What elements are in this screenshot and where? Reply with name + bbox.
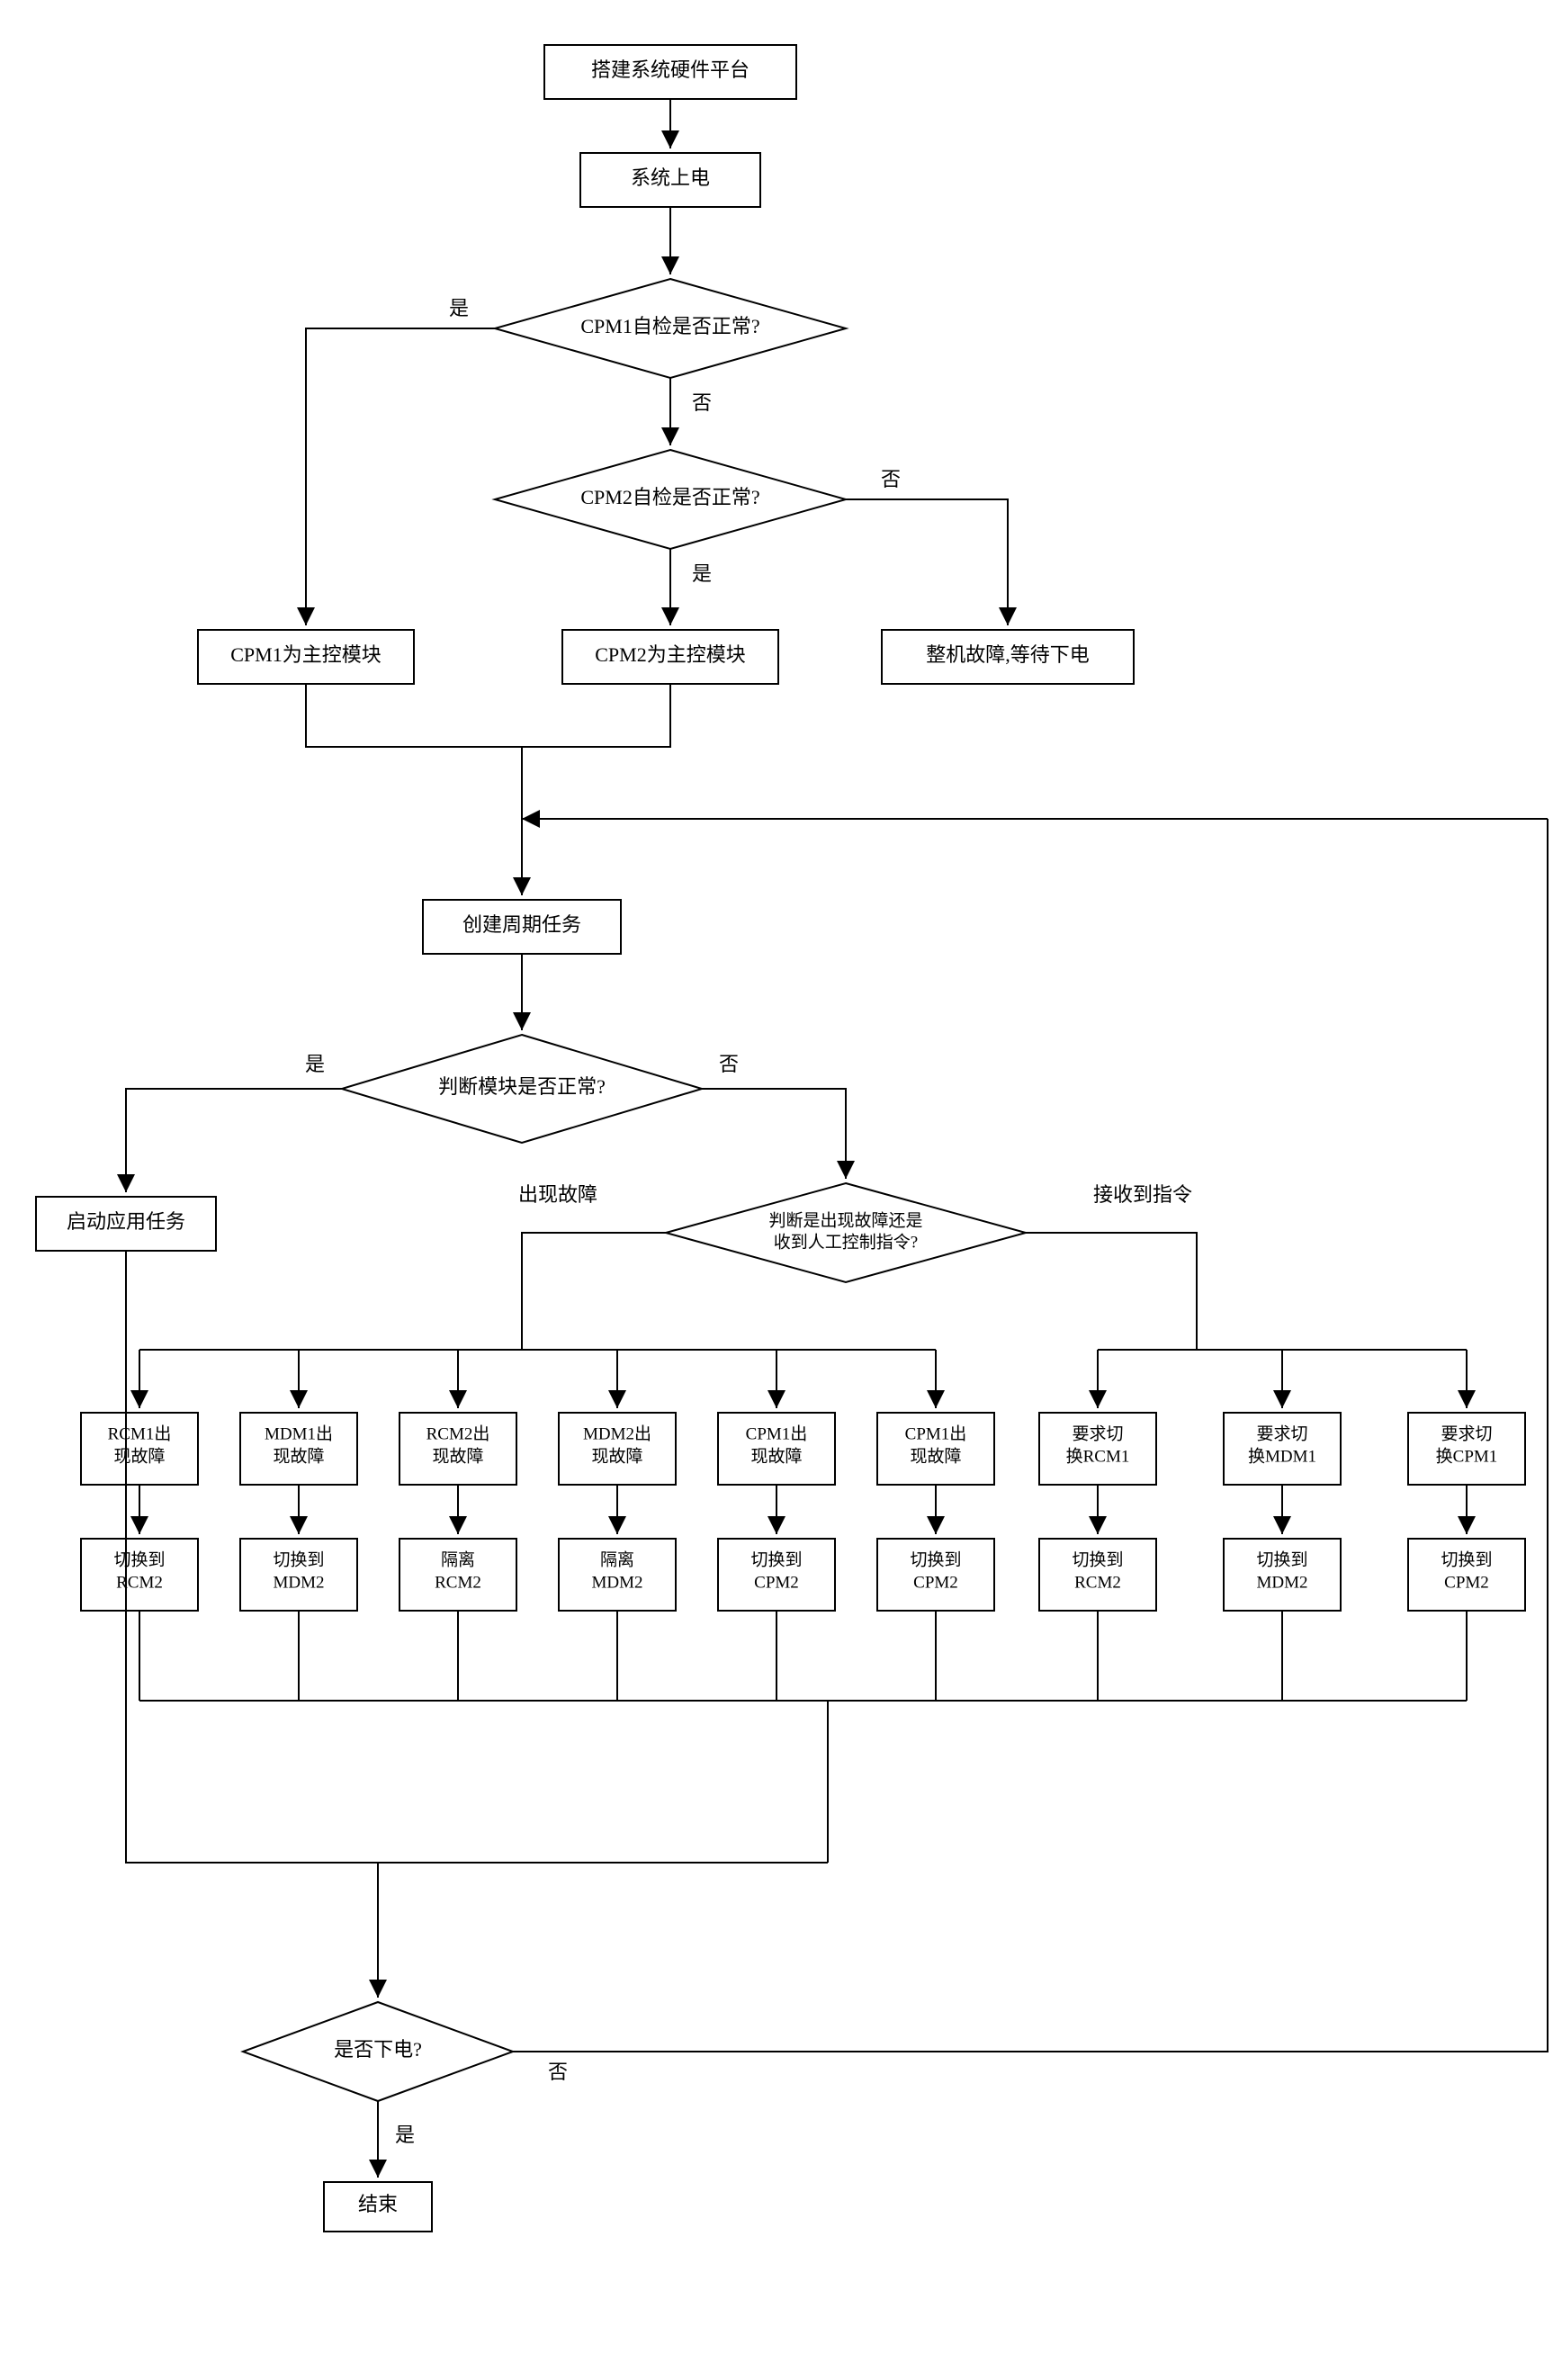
- svg-text:CPM1出: CPM1出: [746, 1424, 808, 1443]
- label-end: 结束: [358, 2193, 398, 2215]
- svg-text:MDM2: MDM2: [273, 1573, 324, 1592]
- svg-text:要求切: 要求切: [1256, 1424, 1307, 1443]
- label-yes3: 是: [305, 1053, 325, 1075]
- svg-text:RCM2: RCM2: [116, 1573, 163, 1592]
- edge: [702, 1089, 846, 1179]
- svg-text:切换到: 切换到: [910, 1549, 961, 1569]
- label-no3: 否: [719, 1053, 739, 1075]
- edge: [1026, 1233, 1197, 1350]
- label-start-app: 启动应用任务: [67, 1210, 185, 1233]
- svg-text:切换到: 切换到: [750, 1549, 802, 1569]
- label-no: 否: [692, 391, 712, 414]
- label-no4: 否: [548, 2061, 568, 2083]
- svg-text:切换到: 切换到: [1256, 1549, 1307, 1569]
- label-no2: 否: [881, 468, 901, 490]
- svg-text:换RCM1: 换RCM1: [1066, 1446, 1130, 1466]
- label-fault: 出现故障: [518, 1183, 597, 1206]
- edge: [306, 328, 495, 625]
- svg-text:切换到: 切换到: [273, 1549, 324, 1569]
- label-create-task: 创建周期任务: [462, 913, 581, 936]
- svg-text:现故障: 现故障: [273, 1446, 324, 1466]
- label-power-off: 是否下电?: [334, 2038, 422, 2061]
- svg-text:RCM2: RCM2: [1074, 1573, 1121, 1592]
- label-power-on: 系统上电: [631, 166, 710, 189]
- svg-text:CPM2: CPM2: [1444, 1573, 1489, 1592]
- svg-text:现故障: 现故障: [750, 1446, 802, 1466]
- svg-text:现故障: 现故障: [591, 1446, 642, 1466]
- label-yes2: 是: [692, 562, 712, 585]
- label-yes4: 是: [395, 2124, 415, 2146]
- label-cpm1-master: CPM1为主控模块: [230, 643, 381, 666]
- edge: [522, 684, 670, 895]
- svg-text:MDM2: MDM2: [591, 1573, 642, 1592]
- label-cpm2-selfcheck: CPM2自检是否正常?: [580, 486, 759, 508]
- svg-text:切换到: 切换到: [1441, 1549, 1492, 1569]
- svg-text:切换到: 切换到: [1072, 1549, 1123, 1569]
- svg-text:隔离: 隔离: [600, 1549, 634, 1569]
- svg-text:现故障: 现故障: [910, 1446, 961, 1466]
- label-module-ok: 判断模块是否正常?: [438, 1075, 606, 1098]
- label-fault-or-cmd-1: 判断是出现故障还是: [768, 1210, 922, 1230]
- label-system-fault: 整机故障,等待下电: [926, 643, 1090, 666]
- svg-text:隔离: 隔离: [441, 1549, 475, 1569]
- fault-boxes: RCM1出现故障 MDM1出现故障 RCM2出现故障 MDM2出现故障 CPM1…: [81, 1413, 1525, 1485]
- edge: [126, 1089, 342, 1192]
- label-cpm1-selfcheck: CPM1自检是否正常?: [580, 315, 759, 337]
- edge: [522, 1233, 666, 1350]
- svg-text:RCM2: RCM2: [435, 1573, 481, 1592]
- flowchart: 搭建系统硬件平台 系统上电 CPM1自检是否正常? 是 否 CPM2自检是否正常…: [18, 18, 1562, 2362]
- svg-text:RCM2出: RCM2出: [426, 1424, 490, 1443]
- svg-text:MDM2出: MDM2出: [583, 1424, 651, 1443]
- svg-text:换MDM1: 换MDM1: [1248, 1446, 1316, 1466]
- svg-text:CPM2: CPM2: [913, 1573, 958, 1592]
- action-boxes: 切换到 RCM2 切换到 MDM2 隔离 RCM2 隔离 MDM2 切换到 CPM2 切换…: [81, 1539, 1525, 1611]
- label-fault-or-cmd-2: 收到人工控制指令?: [774, 1232, 918, 1252]
- svg-text:换CPM1: 换CPM1: [1436, 1446, 1498, 1466]
- label-yes: 是: [449, 297, 469, 319]
- svg-text:现故障: 现故障: [432, 1446, 483, 1466]
- svg-text:MDM1出: MDM1出: [265, 1424, 333, 1443]
- svg-text:CPM1出: CPM1出: [905, 1424, 967, 1443]
- edge: [846, 499, 1008, 625]
- svg-text:CPM2: CPM2: [754, 1573, 799, 1592]
- label-build-platform: 搭建系统硬件平台: [591, 58, 750, 81]
- svg-text:要求切: 要求切: [1441, 1424, 1492, 1443]
- svg-text:RCM1出: RCM1出: [108, 1424, 172, 1443]
- edge: [306, 684, 522, 747]
- label-command: 接收到指令: [1093, 1183, 1192, 1206]
- svg-text:现故障: 现故障: [113, 1446, 165, 1466]
- label-cpm2-master: CPM2为主控模块: [595, 643, 745, 666]
- svg-text:要求切: 要求切: [1072, 1424, 1123, 1443]
- svg-text:MDM2: MDM2: [1256, 1573, 1307, 1592]
- svg-text:切换到: 切换到: [113, 1549, 165, 1569]
